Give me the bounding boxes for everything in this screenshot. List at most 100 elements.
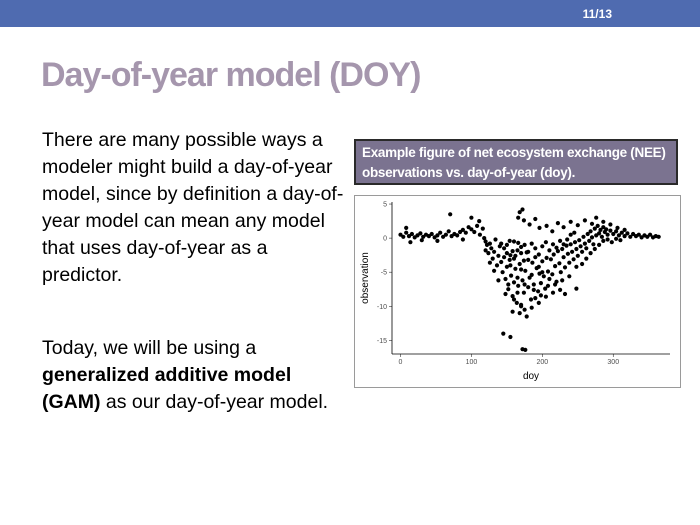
data-point <box>614 236 619 241</box>
data-point <box>608 222 613 227</box>
data-point <box>530 260 535 265</box>
data-point <box>601 225 606 230</box>
data-point <box>508 263 513 268</box>
data-point <box>404 225 409 230</box>
data-point <box>574 246 579 252</box>
data-point <box>533 216 538 222</box>
data-point <box>482 236 487 241</box>
data-point <box>565 237 570 242</box>
x-tick-label: 300 <box>607 359 619 366</box>
data-point <box>516 215 521 220</box>
data-point <box>522 282 527 287</box>
data-point <box>543 294 548 299</box>
data-point <box>515 275 520 280</box>
data-point <box>545 269 551 274</box>
data-point <box>614 229 619 234</box>
paragraph-gam-bold: generalized additive model (GAM) <box>42 364 292 413</box>
data-point <box>591 242 596 247</box>
data-point <box>558 270 563 275</box>
figure-caption: Example figure of net ecosystem exchange… <box>354 139 678 185</box>
data-point <box>567 274 572 279</box>
data-point <box>483 248 488 253</box>
data-point <box>521 218 526 223</box>
data-point <box>492 249 497 254</box>
data-point <box>446 229 451 234</box>
data-point <box>608 228 613 233</box>
figure-frame: 5 0 -5 -10 -15 0 100 200 300 doy observation <box>354 195 681 388</box>
data-point <box>511 239 517 244</box>
data-point <box>605 237 610 242</box>
data-point <box>550 242 556 247</box>
data-point <box>516 283 521 288</box>
data-point <box>511 280 517 285</box>
data-point <box>555 221 560 226</box>
data-point <box>589 235 595 240</box>
data-point <box>584 246 589 251</box>
data-point <box>598 227 603 232</box>
data-point <box>517 210 522 215</box>
data-point <box>523 347 528 352</box>
data-point <box>477 232 482 237</box>
page-number: 11/13 <box>582 7 612 21</box>
data-point <box>409 231 414 237</box>
data-point <box>435 238 440 243</box>
data-point <box>538 293 543 298</box>
data-point <box>526 257 531 262</box>
data-point <box>507 238 512 243</box>
paragraph-intro: There are many possible ways a modeler m… <box>42 129 344 286</box>
paragraph-gam-end: as our day-of-year model. <box>100 391 329 413</box>
data-point <box>523 268 528 273</box>
data-point <box>529 241 534 246</box>
data-point <box>503 276 508 282</box>
data-point <box>429 231 434 237</box>
data-point <box>526 285 531 290</box>
data-point <box>438 230 443 235</box>
data-point <box>656 234 661 239</box>
data-point <box>499 241 504 246</box>
data-point <box>533 255 538 260</box>
data-point <box>582 241 587 246</box>
data-point <box>519 251 524 256</box>
data-point <box>486 251 491 256</box>
data-point <box>536 264 541 269</box>
data-point <box>622 234 627 239</box>
data-point <box>507 257 512 262</box>
data-point <box>524 314 529 319</box>
data-point <box>597 242 602 247</box>
data-point <box>529 272 534 277</box>
data-point <box>529 305 534 310</box>
data-point <box>501 331 506 336</box>
data-point <box>568 242 573 247</box>
data-point <box>538 281 543 286</box>
data-point <box>578 244 583 249</box>
data-point <box>503 291 508 297</box>
data-point <box>406 234 412 239</box>
data-point <box>460 237 465 242</box>
data-point <box>533 296 538 301</box>
x-axis-label: doy <box>523 371 539 382</box>
data-point <box>550 272 555 277</box>
data-point <box>504 251 509 256</box>
data-point <box>490 256 495 261</box>
data-point <box>574 286 579 291</box>
data-point <box>510 309 515 314</box>
data-point <box>557 261 562 266</box>
data-point <box>418 231 423 236</box>
data-point <box>522 307 527 312</box>
data-point <box>547 248 552 253</box>
data-point <box>502 246 507 251</box>
data-point <box>585 231 590 237</box>
y-axis-label: observation <box>360 252 371 304</box>
data-point <box>500 270 505 275</box>
data-point <box>448 212 453 217</box>
data-point <box>571 257 576 262</box>
data-point <box>587 238 592 243</box>
data-point <box>477 219 482 224</box>
data-point <box>520 278 525 283</box>
data-point <box>625 231 630 236</box>
data-point <box>540 244 545 249</box>
data-point <box>509 273 514 278</box>
data-point <box>537 225 542 230</box>
data-point <box>580 249 585 254</box>
data-point <box>540 270 545 275</box>
